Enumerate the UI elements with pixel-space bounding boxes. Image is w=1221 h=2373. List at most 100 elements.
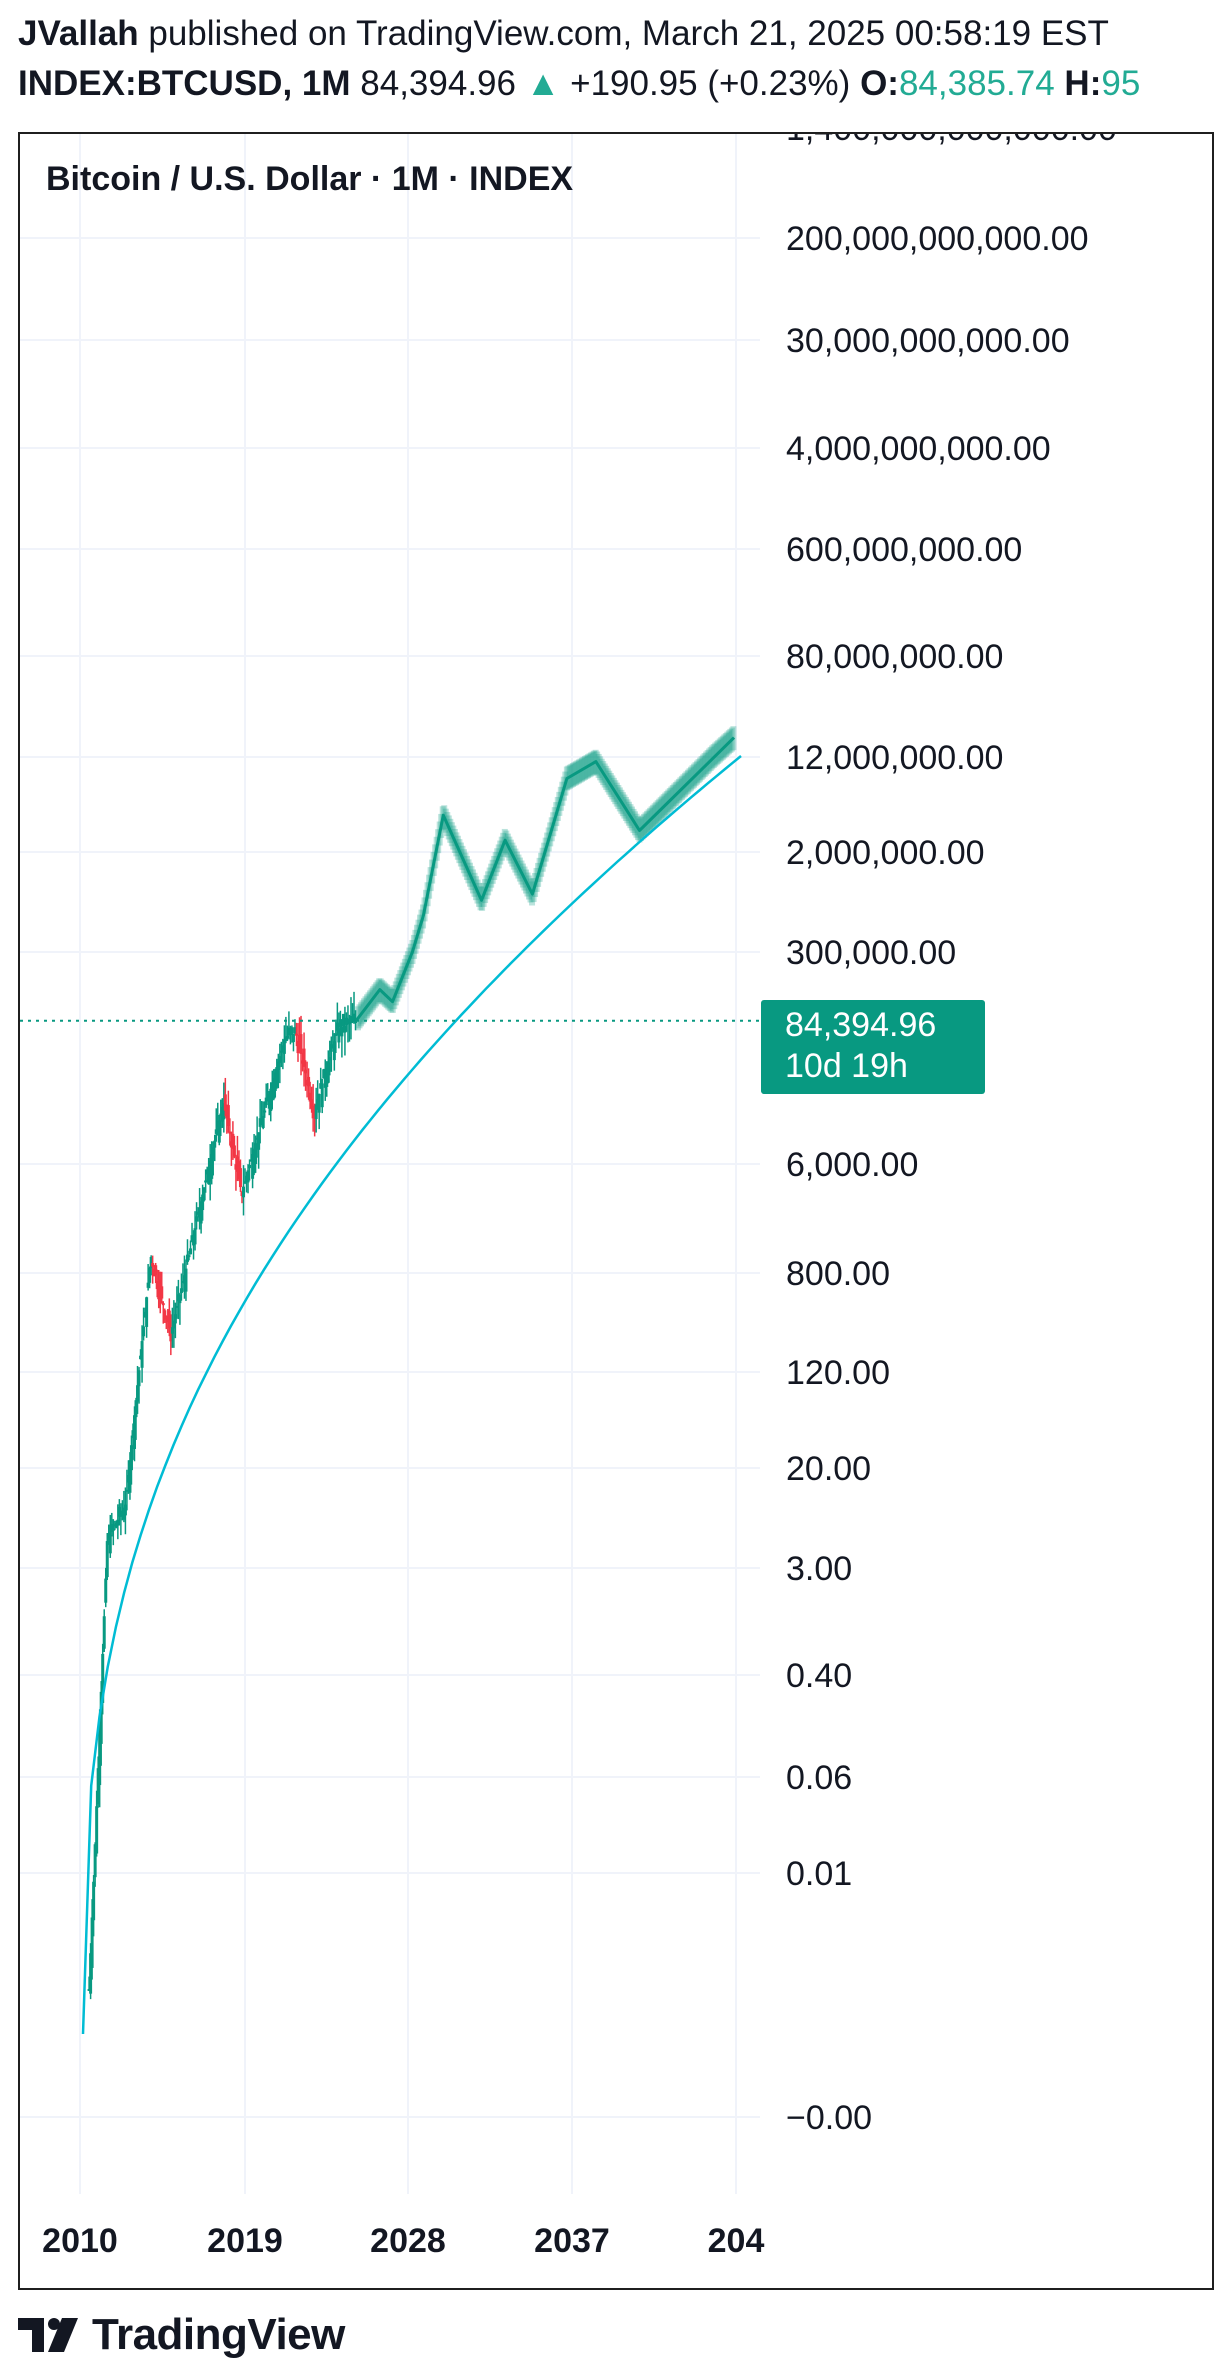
candle-body (98, 1730, 102, 1786)
candle-body (220, 1106, 224, 1122)
candle-body (175, 1305, 179, 1308)
y-tick-label: 120.00 (786, 1354, 890, 1392)
candle-body (167, 1310, 171, 1328)
candle-body (260, 1121, 264, 1125)
candle-body (338, 1019, 342, 1028)
candle-body (149, 1256, 153, 1269)
candle-body (325, 1067, 329, 1087)
candle-body (148, 1267, 152, 1283)
candle-body (347, 1022, 351, 1025)
candle-body (145, 1297, 149, 1327)
candle-body (182, 1275, 186, 1284)
candle-body (107, 1533, 111, 1539)
chart-frame[interactable]: 1,400,000,000,000.00 200,000,000,000.00 30… (18, 132, 1214, 2290)
candle-body (334, 1033, 338, 1036)
y-tick-label: 6,000.00 (786, 1146, 918, 1184)
candle-body (301, 1060, 305, 1064)
symbol-line: INDEX:BTCUSD, 1M 84,394.96 ▲ +190.95 (+0… (18, 64, 1140, 104)
candle-body (114, 1522, 118, 1528)
candle-body (285, 1035, 289, 1038)
tradingview-logo-icon (18, 2318, 78, 2352)
price-axis: 1,400,000,000,000.00 200,000,000,000.00 30… (786, 134, 1117, 2137)
y-tick-label: −0.00 (786, 2099, 872, 2137)
y-tick-label: 2,000,000.00 (786, 834, 985, 872)
y-tick-label: 30,000,000,000.00 (786, 322, 1070, 360)
candle-body (340, 1026, 344, 1037)
candle-body (344, 1017, 348, 1025)
candle-body (202, 1187, 206, 1201)
candle-body (223, 1094, 227, 1111)
candle-body (211, 1147, 215, 1160)
candle-body (302, 1048, 306, 1067)
candle-body (266, 1099, 270, 1102)
candle-body (298, 1034, 302, 1048)
y-tick-label: 0.06 (786, 1759, 852, 1797)
candle-body (155, 1280, 159, 1290)
candle-body (245, 1175, 249, 1183)
interval-label: 1M (301, 64, 351, 103)
candle-body (229, 1141, 233, 1148)
y-tick-label: 0.40 (786, 1657, 852, 1695)
candle-body (335, 1022, 339, 1031)
author-name[interactable]: JVallah (18, 14, 139, 53)
y-tick-label: 4,000,000,000.00 (786, 430, 1051, 468)
symbol-name[interactable]: INDEX:BTCUSD, (18, 64, 293, 103)
candle-body (354, 1020, 358, 1023)
price-chart[interactable]: 1,400,000,000,000.00 200,000,000,000.00 30… (20, 134, 1212, 2288)
candle-body (261, 1115, 265, 1128)
candle-body (178, 1294, 182, 1304)
candle-body (243, 1181, 247, 1184)
y-tick-label: 80,000,000.00 (786, 638, 1003, 676)
candle-body (341, 1013, 345, 1027)
open-value: 84,385.74 (898, 64, 1055, 103)
candle-body (169, 1333, 173, 1342)
candle-body (276, 1061, 280, 1070)
candle-body (232, 1145, 236, 1157)
candle-body (252, 1148, 256, 1174)
candle-body (290, 1027, 294, 1035)
trend-curve (81, 755, 742, 2035)
candle-body (120, 1510, 124, 1516)
chart-legend-title[interactable]: Bitcoin / U.S. Dollar · 1M · INDEX (46, 160, 574, 198)
candle-body (134, 1400, 138, 1418)
candle-body (226, 1105, 230, 1126)
candle-body (93, 1844, 97, 1878)
candle-body (225, 1107, 229, 1119)
candle-body (87, 1989, 91, 1991)
candle-body (275, 1067, 279, 1087)
candle-body (267, 1094, 271, 1109)
candle-body (140, 1341, 144, 1368)
candle-body (184, 1268, 188, 1292)
y-tick-label: 0.01 (786, 1855, 852, 1893)
candle-body (326, 1062, 330, 1083)
candle-body (142, 1326, 146, 1337)
y-tick-label: 1,400,000,000,000.00 (786, 134, 1117, 148)
published-text: published on TradingView.com, March 21, … (148, 14, 1109, 53)
candle-body (199, 1201, 203, 1224)
candle-body (111, 1528, 115, 1531)
candle-body (113, 1524, 117, 1527)
footer-logo[interactable]: TradingView (18, 2310, 345, 2360)
candle-body (164, 1316, 168, 1319)
candle-body (101, 1653, 105, 1703)
grid-lines (20, 134, 760, 2194)
candle-body (320, 1083, 324, 1108)
candle-body (92, 1881, 96, 1921)
price-tag-value: 84,394.96 (785, 1006, 937, 1044)
candle-body (299, 1034, 303, 1054)
candle-body (323, 1072, 327, 1088)
candle-body (255, 1137, 259, 1140)
candle-body (246, 1170, 250, 1183)
candle-body (307, 1076, 311, 1087)
candle-body (240, 1192, 244, 1197)
candle-body (222, 1103, 226, 1120)
time-axis: 2010 2019 2028 2037 204 (42, 2222, 764, 2260)
candle-body (210, 1154, 214, 1179)
candle-body (207, 1167, 211, 1185)
candle-body (284, 1036, 288, 1042)
candle-body (331, 1046, 335, 1049)
candle-body (99, 1691, 103, 1744)
candle-body (181, 1280, 185, 1283)
candle-body (176, 1294, 180, 1302)
candle-body (190, 1235, 194, 1242)
